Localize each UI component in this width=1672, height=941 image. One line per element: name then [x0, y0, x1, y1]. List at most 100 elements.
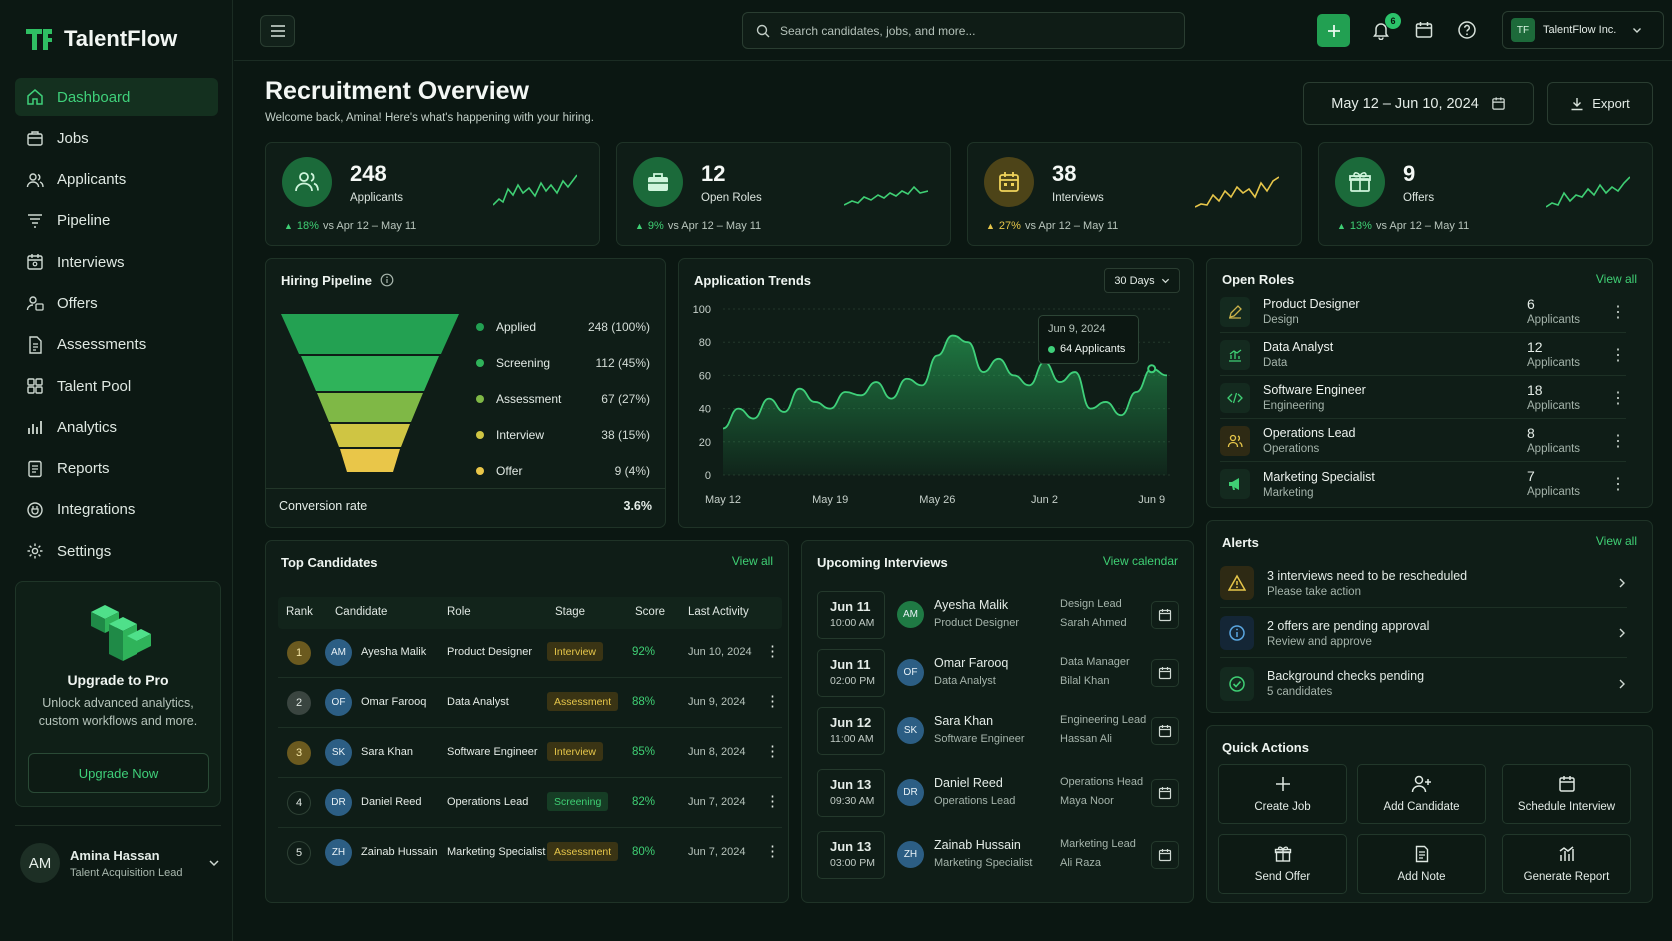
- up-arrow-icon: ▲: [635, 221, 644, 231]
- calendar-icon[interactable]: [1414, 20, 1434, 40]
- table-row[interactable]: 5 ZH Zainab Hussain Marketing Specialist…: [278, 828, 782, 878]
- avatar: AM: [20, 843, 60, 883]
- column-header[interactable]: Candidate: [335, 606, 388, 618]
- view-calendar-link[interactable]: View calendar: [1102, 554, 1178, 568]
- top-candidates-card: Top Candidates View all Rank Candidate R…: [265, 540, 789, 903]
- card-title: Quick Actions: [1222, 740, 1309, 755]
- calendar-icon[interactable]: [1151, 841, 1179, 869]
- stat-card-interviews[interactable]: 38 Interviews ▲ 27% vs Apr 12 – May 11: [967, 142, 1302, 246]
- sidebar-item-jobs[interactable]: Jobs: [15, 119, 218, 157]
- alert-row[interactable]: 3 interviews need to be rescheduled Pleas…: [1220, 559, 1627, 608]
- sidebar-item-offers[interactable]: Offers: [15, 284, 218, 322]
- y-tick-label: 100: [693, 304, 711, 316]
- avatar: DR: [325, 789, 352, 816]
- stat-card-open-roles[interactable]: 12 Open Roles ▲ 9% vs Apr 12 – May 11: [616, 142, 951, 246]
- more-options-icon[interactable]: ⋮: [765, 843, 780, 860]
- column-header[interactable]: Score: [635, 606, 666, 618]
- export-button[interactable]: Export: [1547, 82, 1653, 125]
- date-range-picker[interactable]: May 12 – Jun 10, 2024: [1303, 82, 1534, 125]
- more-options-icon[interactable]: ⋮: [1610, 347, 1626, 364]
- table-row[interactable]: 2 OF Omar Farooq Data Analyst Assessment…: [278, 678, 782, 728]
- calendar-icon[interactable]: [1151, 779, 1179, 807]
- user-profile[interactable]: AM Amina Hassan Talent Acquisition Lead: [20, 843, 220, 883]
- sidebar-item-analytics[interactable]: Analytics: [15, 408, 218, 446]
- sidebar-item-dashboard[interactable]: Dashboard: [15, 78, 218, 116]
- add-candidate-button[interactable]: Add Candidate: [1357, 764, 1486, 824]
- column-header[interactable]: Role: [447, 606, 471, 618]
- column-header[interactable]: Last Activity: [688, 606, 749, 618]
- more-options-icon[interactable]: ⋮: [1610, 433, 1626, 450]
- alert-row[interactable]: 2 offers are pending approval Review and …: [1220, 609, 1627, 658]
- open-roles-view-all-link[interactable]: View all: [1595, 272, 1637, 286]
- alerts-view-all-link[interactable]: View all: [1595, 534, 1637, 548]
- check-circle-icon: [1220, 666, 1254, 701]
- interview-row[interactable]: Jun 13 03:00 PM ZH Zainab Hussain Marketi…: [817, 831, 1183, 881]
- generate-report-button[interactable]: Generate Report: [1502, 834, 1631, 894]
- table-row[interactable]: 4 DR Daniel Reed Operations Lead Screeni…: [278, 778, 782, 828]
- interviewee-name: Zainab Hussain: [934, 838, 1021, 852]
- card-title: Alerts: [1222, 535, 1259, 550]
- chevron-right-icon: [1619, 628, 1625, 638]
- search-bar[interactable]: [742, 12, 1185, 49]
- calendar-icon[interactable]: [1151, 717, 1179, 745]
- upgrade-now-button[interactable]: Upgrade Now: [28, 753, 209, 793]
- more-options-icon[interactable]: ⋮: [765, 643, 780, 660]
- avatar: AM: [897, 601, 924, 628]
- sidebar-item-label: Settings: [57, 542, 112, 560]
- calendar-icon[interactable]: [1151, 601, 1179, 629]
- stat-card-applicants[interactable]: 248 Applicants ▲ 18% vs Apr 12 – May 11: [265, 142, 600, 246]
- interview-row[interactable]: Jun 13 09:30 AM DR Daniel Reed Operations…: [817, 769, 1183, 819]
- role-row[interactable]: Product Designer Design 6 Applicants ⋮: [1220, 291, 1626, 333]
- interview-row[interactable]: Jun 12 11:00 AM SK Sara Khan Software Eng…: [817, 707, 1183, 757]
- more-options-icon[interactable]: ⋮: [765, 693, 780, 710]
- send-offer-button[interactable]: Send Offer: [1218, 834, 1347, 894]
- sidebar-item-applicants[interactable]: Applicants: [15, 161, 218, 199]
- sidebar-item-pipeline[interactable]: Pipeline: [15, 202, 218, 240]
- create-button[interactable]: [1317, 14, 1350, 47]
- more-options-icon[interactable]: ⋮: [1610, 476, 1626, 493]
- candidates-view-all-link[interactable]: View all: [731, 554, 773, 568]
- quick-actions-card: Quick Actions Create Job Add Candidate S…: [1206, 725, 1653, 903]
- company-switcher[interactable]: TF TalentFlow Inc.: [1502, 11, 1664, 49]
- sidebar-item-interviews[interactable]: Interviews: [15, 243, 218, 281]
- schedule-interview-button[interactable]: Schedule Interview: [1502, 764, 1631, 824]
- role-row[interactable]: Operations Lead Operations 8 Applicants ⋮: [1220, 420, 1626, 462]
- column-header[interactable]: Rank: [286, 606, 313, 618]
- search-input[interactable]: [780, 23, 1160, 38]
- add-note-button[interactable]: Add Note: [1357, 834, 1486, 894]
- more-options-icon[interactable]: ⋮: [765, 743, 780, 760]
- sidebar-item-talent-pool[interactable]: Talent Pool: [15, 367, 218, 405]
- chevron-down-icon[interactable]: [208, 857, 220, 869]
- more-options-icon[interactable]: ⋮: [1610, 390, 1626, 407]
- interview-row[interactable]: Jun 11 02:00 PM OF Omar Farooq Data Analy…: [817, 649, 1183, 699]
- sidebar-item-reports[interactable]: Reports: [15, 450, 218, 488]
- role-row[interactable]: Marketing Specialist Marketing 7 Applicant…: [1220, 463, 1626, 505]
- candidate-name: Omar Farooq: [361, 696, 427, 708]
- alert-row[interactable]: Background checks pending 5 candidates: [1220, 659, 1627, 708]
- role-row[interactable]: Data Analyst Data 12 Applicants ⋮: [1220, 334, 1626, 376]
- create-job-button[interactable]: Create Job: [1218, 764, 1347, 824]
- help-icon[interactable]: [1457, 20, 1477, 40]
- role-row[interactable]: Software Engineer Engineering 18 Applicant…: [1220, 377, 1626, 419]
- conversion-label: Conversion rate: [279, 499, 368, 513]
- bell-icon[interactable]: [1371, 20, 1391, 40]
- more-options-icon[interactable]: ⋮: [1610, 304, 1626, 321]
- code-icon: [1220, 382, 1250, 413]
- last-activity: Jun 7, 2024: [688, 846, 746, 858]
- brand-logo[interactable]: TalentFlow: [24, 26, 177, 52]
- stat-card-offers[interactable]: 9 Offers ▲ 13% vs Apr 12 – May 11: [1318, 142, 1653, 246]
- info-icon[interactable]: [380, 273, 394, 287]
- chevron-right-icon: [1619, 679, 1625, 688]
- interview-row[interactable]: Jun 11 10:00 AM AM Ayesha Malik Product D…: [817, 591, 1183, 641]
- calendar-icon[interactable]: [1151, 659, 1179, 687]
- more-options-icon[interactable]: ⋮: [765, 793, 780, 810]
- funnel-stage-assessment: [317, 393, 423, 422]
- sidebar-item-settings[interactable]: Settings: [15, 532, 218, 570]
- menu-toggle-button[interactable]: [260, 15, 295, 47]
- sidebar-item-assessments[interactable]: Assessments: [15, 326, 218, 364]
- table-row[interactable]: 1 AM Ayesha Malik Product Designer Inter…: [278, 628, 782, 678]
- column-header[interactable]: Stage: [555, 606, 586, 618]
- table-row[interactable]: 3 SK Sara Khan Software Engineer Intervi…: [278, 728, 782, 778]
- range-dropdown[interactable]: 30 Days: [1104, 268, 1180, 293]
- sidebar-item-integrations[interactable]: Integrations: [15, 491, 218, 529]
